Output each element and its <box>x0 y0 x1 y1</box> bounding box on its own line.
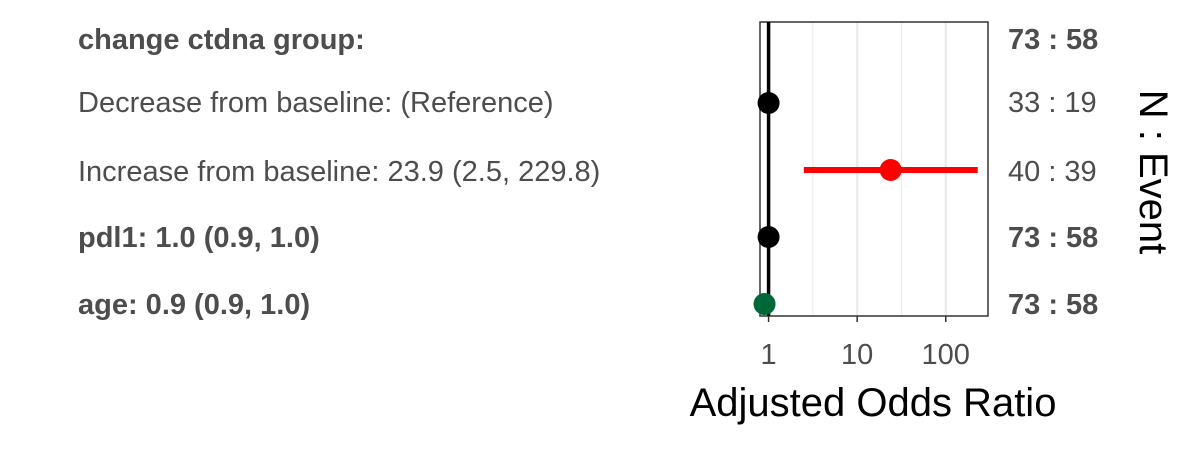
count-label-decrease-from-baseline: 33 : 19 <box>1008 87 1097 119</box>
count-label-increase-from-baseline: 40 : 39 <box>1008 156 1097 188</box>
plot-panel-border <box>759 21 989 317</box>
x-axis-ticks: 1 10 100 <box>761 316 970 371</box>
x-tick-label-0: 1 <box>761 339 777 371</box>
count-label-age: 73 : 58 <box>1008 289 1099 321</box>
row-label-pdl1: pdl1: 1.0 (0.9, 1.0) <box>78 222 320 254</box>
estimates-layer <box>753 92 978 315</box>
estimate-point-row-3 <box>757 226 780 248</box>
row-label-decrease-from-baseline: Decrease from baseline: (Reference) <box>78 87 554 119</box>
x-tick-label-1: 10 <box>841 339 873 371</box>
estimate-point-row-4 <box>753 293 776 315</box>
row-label-age: age: 0.9 (0.9, 1.0) <box>78 289 311 321</box>
row-label-change-ctdna-group: change ctdna group: <box>78 24 365 56</box>
x-tick-label-2: 100 <box>922 339 970 371</box>
estimate-point-row-2 <box>879 159 902 181</box>
count-label-pdl1: 73 : 58 <box>1008 222 1099 254</box>
count-label-change-ctdna-group: 73 : 58 <box>1008 24 1099 56</box>
row-label-increase-from-baseline: Increase from baseline: 23.9 (2.5, 229.8… <box>78 156 601 188</box>
right-axis-title: N : Event <box>1131 90 1175 255</box>
x-axis-title: Adjusted Odds Ratio <box>690 381 1057 425</box>
estimate-point-row-1 <box>757 92 780 114</box>
